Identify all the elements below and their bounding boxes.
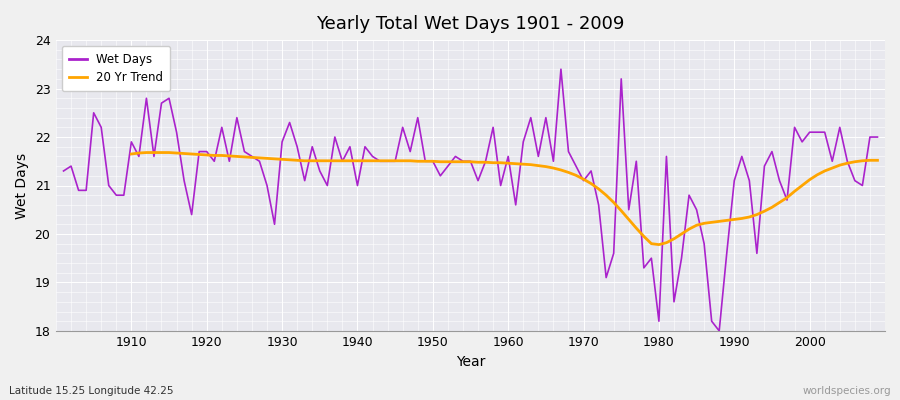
20 Yr Trend xyxy=(827,166,838,170)
20 Yr Trend xyxy=(850,159,860,164)
20 Yr Trend xyxy=(126,152,137,156)
20 Yr Trend xyxy=(307,158,318,163)
Y-axis label: Wet Days: Wet Days xyxy=(15,152,29,218)
20 Yr Trend xyxy=(578,177,589,182)
Wet Days xyxy=(329,135,340,140)
20 Yr Trend xyxy=(872,158,883,163)
Wet Days xyxy=(58,168,69,173)
Wet Days xyxy=(872,135,883,140)
Wet Days xyxy=(495,183,506,188)
Wet Days xyxy=(555,67,566,72)
20 Yr Trend xyxy=(518,162,528,166)
20 Yr Trend xyxy=(141,150,152,155)
Wet Days xyxy=(600,275,611,280)
Wet Days xyxy=(503,154,514,159)
Wet Days xyxy=(284,120,295,125)
20 Yr Trend xyxy=(276,157,287,162)
Text: Latitude 15.25 Longitude 42.25: Latitude 15.25 Longitude 42.25 xyxy=(9,386,174,396)
Wet Days xyxy=(714,328,724,333)
Wet Days xyxy=(119,193,130,198)
Legend: Wet Days, 20 Yr Trend: Wet Days, 20 Yr Trend xyxy=(62,46,170,91)
20 Yr Trend xyxy=(653,242,664,247)
Line: Wet Days: Wet Days xyxy=(64,69,878,331)
X-axis label: Year: Year xyxy=(455,355,485,369)
Text: worldspecies.org: worldspecies.org xyxy=(803,386,891,396)
Title: Yearly Total Wet Days 1901 - 2009: Yearly Total Wet Days 1901 - 2009 xyxy=(316,15,625,33)
Line: 20 Yr Trend: 20 Yr Trend xyxy=(131,152,877,245)
